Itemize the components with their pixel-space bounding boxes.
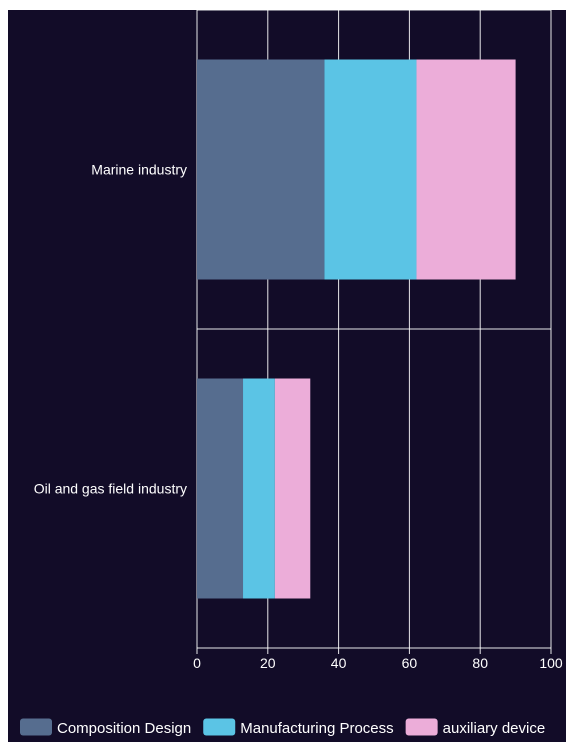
- bar-marine-industry-manufacturing-process: [324, 59, 417, 280]
- bar-marine-industry-composition-design: [197, 59, 325, 280]
- legend-swatch-2: [405, 718, 438, 736]
- bar-layer: [197, 59, 516, 599]
- x-tick-label-40: 40: [331, 655, 347, 671]
- x-tick-label-0: 0: [193, 655, 201, 671]
- legend-label-2: auxiliary device: [443, 720, 546, 737]
- legend-swatch-0: [20, 718, 52, 736]
- x-axis-ticks: 0 20 40 60 80 100: [193, 648, 563, 671]
- x-tick-label-20: 20: [260, 655, 276, 671]
- category-label-0: Marine industry: [91, 162, 187, 178]
- legend: Composition Design Manufacturing Process a…: [20, 718, 546, 737]
- x-tick-label-100: 100: [539, 655, 563, 671]
- bar-oil-and-gas-field-industry-composition-design: [197, 378, 244, 599]
- legend-swatch-1: [203, 718, 236, 736]
- bar-oil-and-gas-field-industry-manufacturing-process: [243, 378, 275, 599]
- bar-marine-industry-auxiliary-device: [416, 59, 516, 280]
- y-axis-categories: Marine industry Oil and gas field industr…: [34, 162, 187, 497]
- legend-label-1: Manufacturing Process: [240, 720, 393, 737]
- x-tick-label-60: 60: [402, 655, 418, 671]
- bar-oil-and-gas-field-industry-auxiliary-device: [274, 378, 311, 599]
- category-label-1: Oil and gas field industry: [34, 481, 187, 497]
- x-tick-label-80: 80: [472, 655, 488, 671]
- legend-label-0: Composition Design: [57, 720, 191, 737]
